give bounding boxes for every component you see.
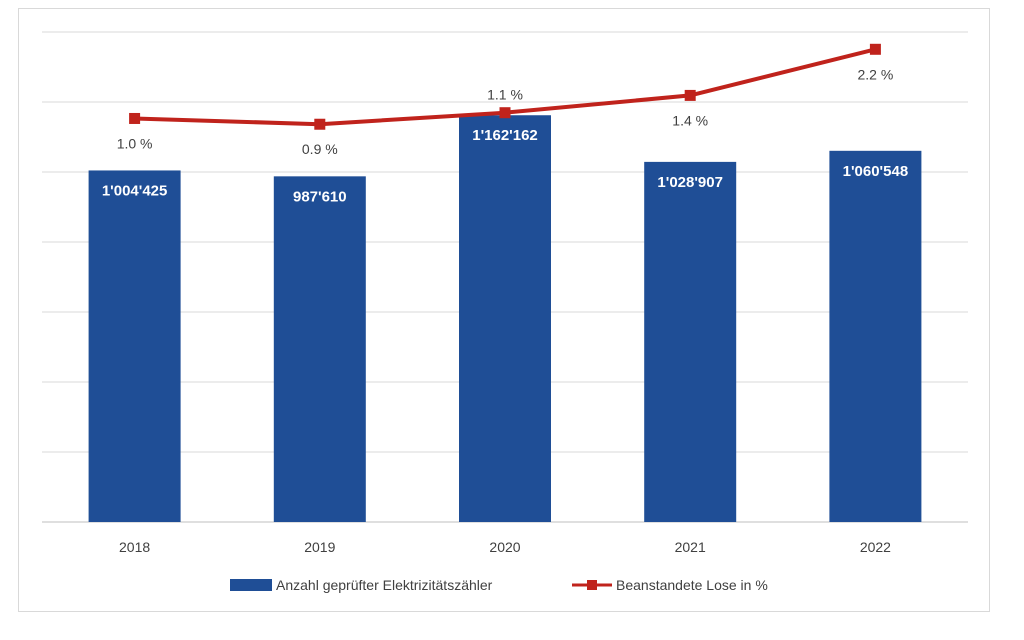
line-point-2022 <box>869 43 881 55</box>
bar-2022 <box>829 150 922 522</box>
bar-2020 <box>459 115 551 523</box>
line-label-2018: 1.0 % <box>117 135 153 151</box>
line-point-2021 <box>684 89 696 101</box>
bar-2018 <box>88 170 181 523</box>
line-label-2019: 0.9 % <box>302 141 338 157</box>
bar-label-2019: 987'610 <box>293 188 347 205</box>
bar-series <box>88 115 922 523</box>
line-data-labels: 1.0 % 0.9 % 1.1 % 1.4 % 2.2 % <box>117 66 894 157</box>
x-axis-tick-labels: 2018 2019 2020 2021 2022 <box>119 539 891 555</box>
line-label-2020: 1.1 % <box>487 87 523 103</box>
bar-data-labels: 1'004'425 987'610 1'162'162 1'028'907 1'060'… <box>102 127 908 205</box>
legend-bar-swatch <box>230 579 272 591</box>
line-label-2021: 1.4 % <box>672 112 708 128</box>
bar-2019 <box>273 176 366 523</box>
bar-label-2021: 1'028'907 <box>657 174 723 191</box>
bar-label-2018: 1'004'425 <box>102 182 168 199</box>
page-footer-strip <box>0 620 1024 640</box>
x-tick-2022: 2022 <box>860 539 891 555</box>
legend-line-marker <box>587 580 597 590</box>
x-tick-2021: 2021 <box>675 539 706 555</box>
x-tick-2019: 2019 <box>304 539 335 555</box>
line-label-2022: 2.2 % <box>857 66 893 82</box>
bar-2021 <box>644 161 737 522</box>
line-point-2019 <box>314 118 326 130</box>
x-tick-2020: 2020 <box>489 539 520 555</box>
line-point-2020 <box>499 107 511 119</box>
legend: Anzahl geprüfter Elektrizitätszähler Bea… <box>230 577 768 593</box>
bar-label-2020: 1'162'162 <box>472 127 538 144</box>
legend-bar-label: Anzahl geprüfter Elektrizitätszähler <box>276 577 493 593</box>
bar-label-2022: 1'060'548 <box>843 163 909 180</box>
line-point-2018 <box>129 112 141 124</box>
line-series <box>129 43 881 130</box>
legend-line-label: Beanstandete Lose in % <box>616 577 768 593</box>
x-tick-2018: 2018 <box>119 539 150 555</box>
